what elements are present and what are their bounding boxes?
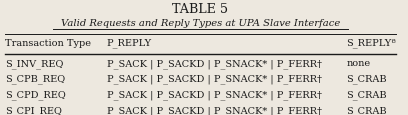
Text: P_REPLY: P_REPLY <box>106 38 152 48</box>
Text: S_INV_REQ: S_INV_REQ <box>4 59 63 68</box>
Text: S_CRAB: S_CRAB <box>346 74 387 84</box>
Text: TABLE 5: TABLE 5 <box>172 3 228 16</box>
Text: S_REPLYª: S_REPLYª <box>346 38 396 48</box>
Text: P_SACK | P_SACKD | P_SNACK* | P_FERR†: P_SACK | P_SACKD | P_SNACK* | P_FERR† <box>106 105 322 115</box>
Text: none: none <box>346 59 370 68</box>
Text: S_CPD_REQ: S_CPD_REQ <box>4 90 65 99</box>
Text: S_CPI_REQ: S_CPI_REQ <box>4 105 62 115</box>
Text: P_SACK | P_SACKD | P_SNACK* | P_FERR†: P_SACK | P_SACKD | P_SNACK* | P_FERR† <box>106 74 322 84</box>
Text: Transaction Type: Transaction Type <box>4 38 91 47</box>
Text: P_SACK | P_SACKD | P_SNACK* | P_FERR†: P_SACK | P_SACKD | P_SNACK* | P_FERR† <box>106 90 322 99</box>
Text: S_CRAB: S_CRAB <box>346 105 387 115</box>
Text: Valid Requests and Reply Types at UPA Slave Interface: Valid Requests and Reply Types at UPA Sl… <box>61 19 340 28</box>
Text: P_SACK | P_SACKD | P_SNACK* | P_FERR†: P_SACK | P_SACKD | P_SNACK* | P_FERR† <box>106 59 322 68</box>
Text: S_CRAB: S_CRAB <box>346 90 387 99</box>
Text: S_CPB_REQ: S_CPB_REQ <box>4 74 65 84</box>
